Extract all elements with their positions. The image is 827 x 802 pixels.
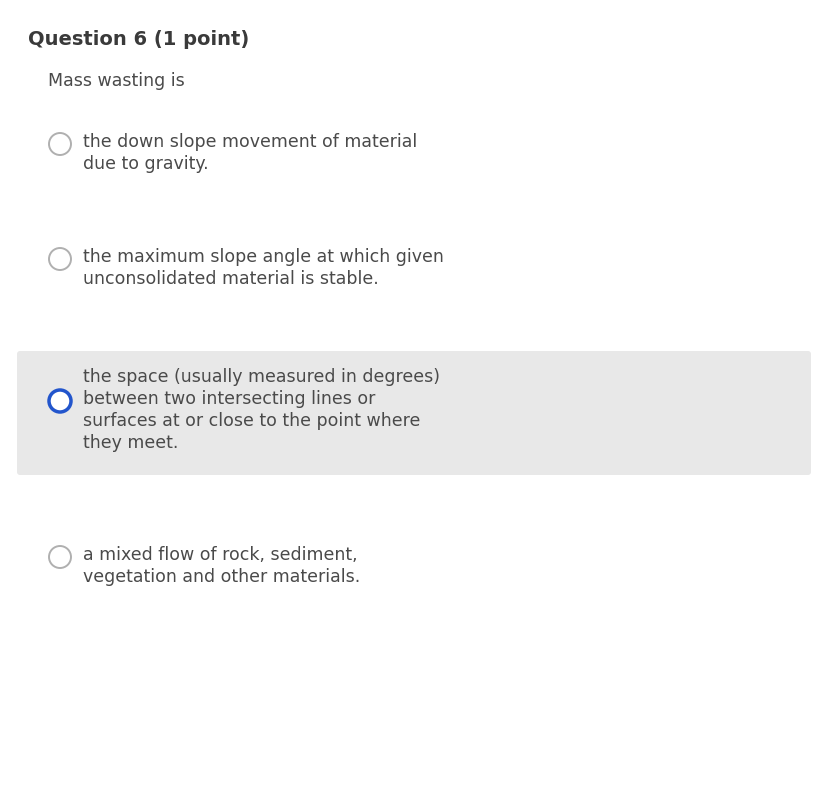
Text: Mass wasting is: Mass wasting is [48,72,184,90]
Circle shape [49,133,71,155]
Text: unconsolidated material is stable.: unconsolidated material is stable. [83,270,378,288]
Circle shape [49,546,71,568]
Circle shape [49,390,71,412]
FancyBboxPatch shape [17,351,810,475]
Text: vegetation and other materials.: vegetation and other materials. [83,568,360,586]
Text: the space (usually measured in degrees): the space (usually measured in degrees) [83,368,439,386]
Text: due to gravity.: due to gravity. [83,155,208,173]
Text: Question 6 (1 point): Question 6 (1 point) [28,30,249,49]
Text: the down slope movement of material: the down slope movement of material [83,133,417,151]
Text: surfaces at or close to the point where: surfaces at or close to the point where [83,412,420,430]
Text: the maximum slope angle at which given: the maximum slope angle at which given [83,248,443,266]
Text: a mixed flow of rock, sediment,: a mixed flow of rock, sediment, [83,546,357,564]
Circle shape [49,248,71,270]
Text: between two intersecting lines or: between two intersecting lines or [83,390,375,408]
Text: they meet.: they meet. [83,434,178,452]
